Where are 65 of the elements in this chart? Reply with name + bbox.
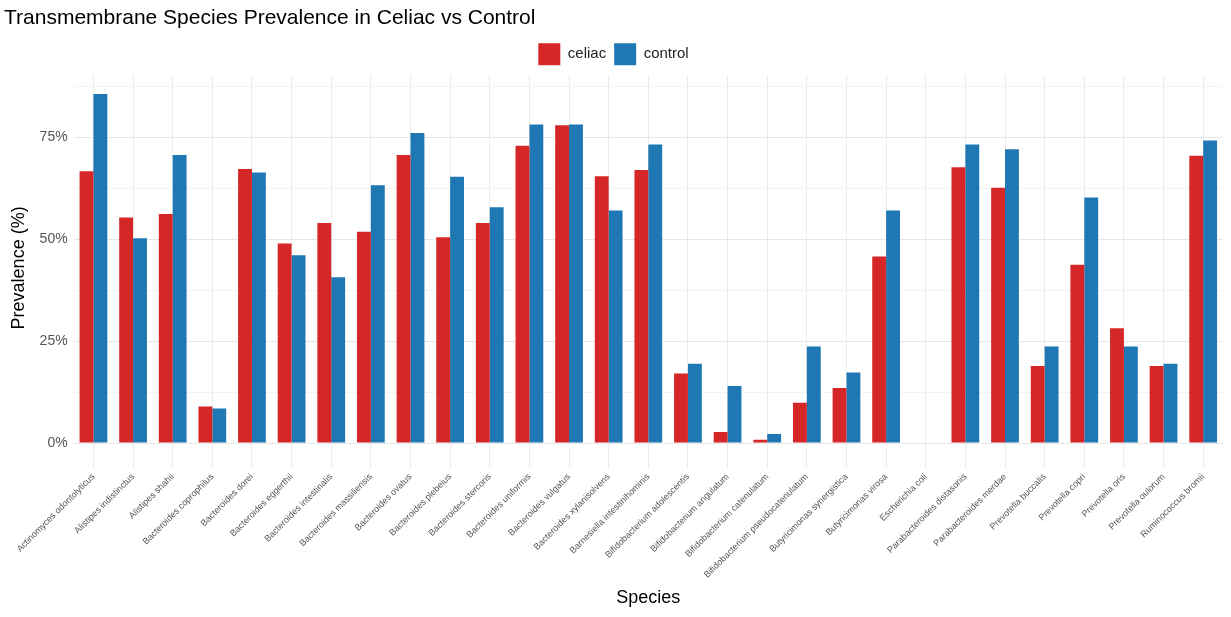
bar [172, 155, 187, 443]
bar [634, 170, 649, 443]
y-tick-label: 50% [39, 230, 68, 247]
bar [212, 408, 227, 443]
bar [951, 167, 966, 443]
legend-label: control [643, 44, 689, 62]
bar [291, 255, 306, 443]
bar [370, 185, 385, 443]
bar [277, 243, 292, 443]
bar [767, 434, 782, 443]
bar [727, 386, 742, 443]
bar [608, 210, 623, 443]
bar [648, 144, 663, 443]
bar [475, 223, 490, 443]
bar [1044, 346, 1059, 443]
bar [317, 223, 332, 443]
bar [1110, 328, 1124, 443]
bar [1123, 346, 1138, 443]
bar [965, 144, 980, 443]
bar [198, 406, 213, 443]
y-tick-label: 75% [39, 128, 68, 145]
bar [238, 168, 252, 443]
bar [450, 176, 465, 443]
bar [251, 172, 266, 443]
bar [687, 363, 702, 443]
bar [119, 217, 134, 443]
bar [1030, 366, 1045, 443]
bar [331, 277, 346, 443]
bar [515, 145, 530, 443]
bar [93, 93, 108, 443]
bar [1189, 155, 1204, 443]
bar [357, 231, 371, 443]
y-tick-label: 25% [39, 332, 68, 349]
bar [886, 210, 900, 443]
bar [436, 237, 451, 443]
bar [1084, 197, 1099, 443]
legend-label: celiac [567, 44, 607, 62]
bar [846, 372, 861, 443]
bar [569, 124, 583, 443]
y-tick-label: 0% [47, 433, 68, 450]
bar [1163, 363, 1178, 443]
bar [991, 187, 1006, 443]
bar [753, 439, 768, 443]
bar [674, 373, 688, 443]
bar [410, 133, 425, 443]
bar [158, 214, 173, 443]
bar [1005, 149, 1019, 443]
bar [713, 432, 728, 443]
bar [594, 176, 609, 443]
bar [872, 256, 887, 443]
y-axis-title: Prevalence (%) [7, 206, 28, 330]
bar [832, 388, 847, 443]
bar [792, 402, 807, 443]
bar [806, 346, 821, 443]
bar [1149, 366, 1164, 443]
bar [396, 155, 411, 443]
bar [133, 238, 147, 443]
bar [1070, 264, 1085, 443]
bar [489, 207, 504, 443]
bar [555, 125, 570, 443]
bar [79, 171, 94, 443]
x-axis-title: Species [616, 587, 681, 608]
bar [1203, 140, 1218, 443]
bar [529, 124, 544, 443]
chart-title: Transmembrane Species Prevalence in Celiac vs Control [4, 5, 536, 29]
